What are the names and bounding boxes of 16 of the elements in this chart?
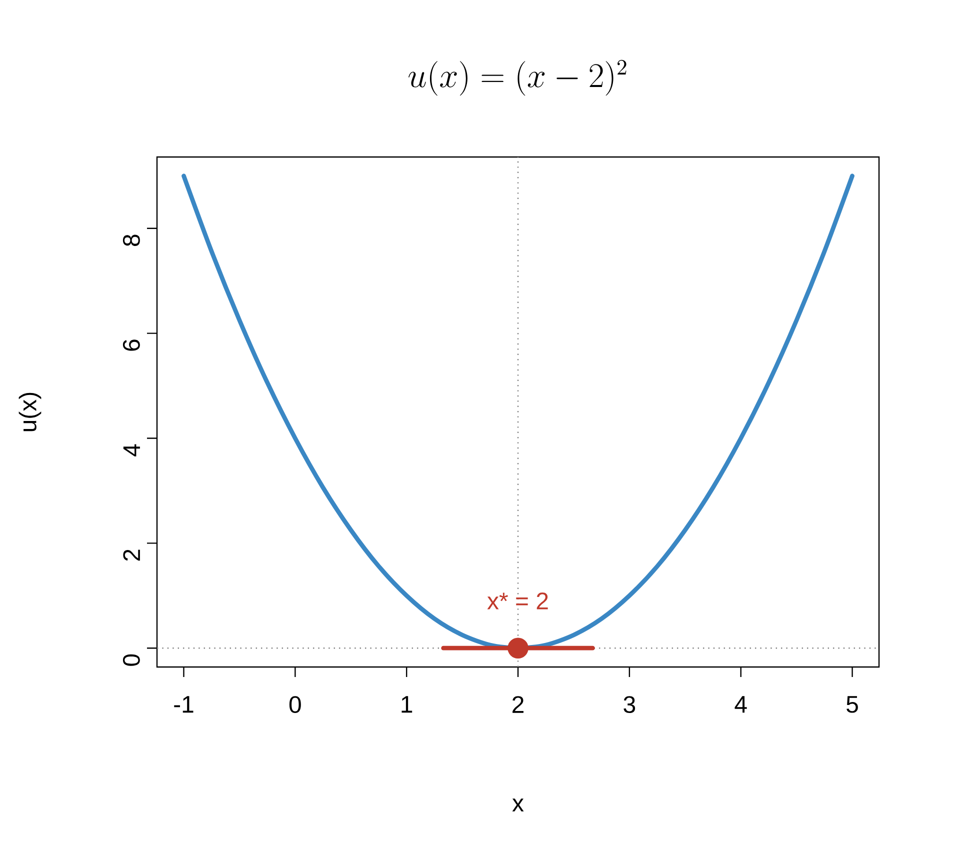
chart-title: $u(x) = (x - 2)^{2}$ [408, 60, 626, 96]
y-tick-label: 8 [122, 234, 140, 246]
x-tick-label: 1 [402, 696, 412, 713]
y-tick-label: 0 [122, 654, 140, 666]
x-tick-label: 4 [734, 696, 747, 713]
y-axis-title: u(x) [18, 392, 42, 432]
annotation: x* = 2 [487, 592, 548, 610]
y-tick-label: 2 [123, 550, 140, 561]
x-tick-label: 2 [512, 696, 524, 713]
x-tick-label: 0 [289, 696, 301, 714]
y-tick-label: 4 [123, 444, 140, 456]
x-axis-title: x [512, 798, 524, 812]
x-tick-label: 3 [624, 696, 636, 714]
x-tick-label: -1 [174, 696, 194, 713]
y-tick-label: 6 [122, 340, 140, 351]
x-tick-label: 5 [846, 696, 858, 713]
